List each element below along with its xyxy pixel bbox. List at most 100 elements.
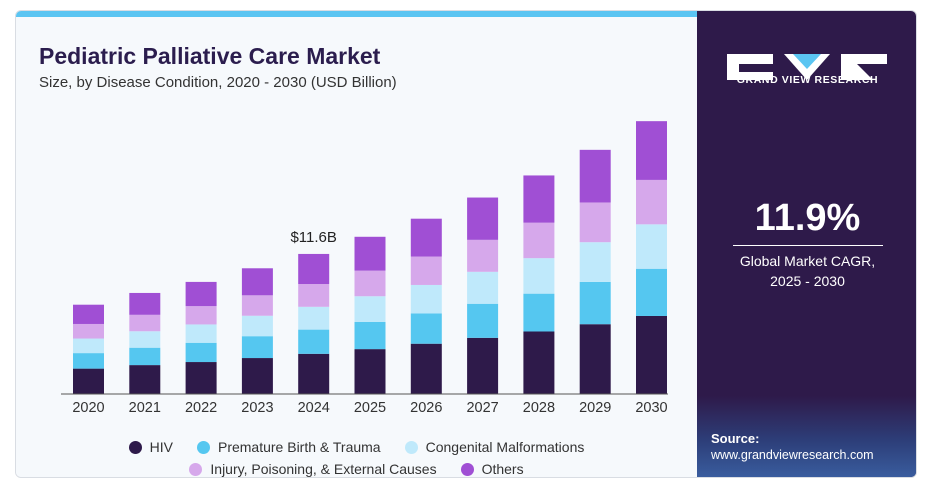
bar-segment-congenital-malformations-2023 (241, 315, 273, 337)
bar-segment-others-2023 (241, 268, 273, 296)
bar-segment-hiv-2021 (129, 365, 161, 394)
bar-segment-hiv-2025 (354, 349, 386, 394)
bar-segment-hiv-2024 (298, 353, 330, 394)
cagr-label: Global Market CAGR, 2025 - 2030 (697, 251, 916, 291)
cagr-label-line2: 2025 - 2030 (770, 273, 845, 289)
x-tick-label-2029: 2029 (579, 400, 611, 416)
bar-segment-premature-birth-trauma-2021 (129, 347, 161, 366)
legend-label-premature-birth-trauma: Premature Birth & Trauma (217, 439, 381, 455)
data-annotation-2024: $11.6B (290, 229, 336, 246)
bar-segment-premature-birth-trauma-2026 (410, 313, 442, 344)
x-tick-label-2028: 2028 (523, 400, 555, 416)
bar-segment-hiv-2022 (185, 362, 217, 394)
source-title: Source: (711, 431, 760, 446)
legend-row-2: Injury, Poisoning, & External Causes Othe… (16, 458, 697, 477)
bar-segment-hiv-2020 (73, 368, 104, 394)
grand-view-research-logo (727, 54, 887, 80)
bar-segment-congenital-malformations-2027 (467, 271, 499, 304)
bar-segment-others-2020 (73, 304, 104, 324)
legend-item-injury-poisoning-external-causes: Injury, Poisoning, & External Causes (189, 461, 437, 477)
bar-segment-injury-poisoning-external-causes-2023 (241, 295, 273, 316)
bar-segment-congenital-malformations-2021 (129, 331, 161, 348)
legend-item-hiv: HIV (128, 439, 173, 455)
bar-segment-congenital-malformations-2030 (636, 224, 667, 269)
bar-segment-hiv-2029 (579, 324, 611, 394)
legend-item-others: Others (460, 461, 524, 477)
x-tick-label-2025: 2025 (354, 400, 386, 416)
bar-segment-congenital-malformations-2022 (185, 324, 217, 343)
bar-segment-injury-poisoning-external-causes-2025 (354, 270, 386, 297)
bar-segment-premature-birth-trauma-2023 (241, 336, 273, 359)
bar-segment-premature-birth-trauma-2028 (523, 293, 555, 332)
legend-swatch-premature-birth-trauma (196, 440, 210, 454)
bar-segment-congenital-malformations-2028 (523, 258, 555, 294)
legend-swatch-others (460, 462, 474, 476)
bar-segment-hiv-2028 (523, 331, 555, 394)
bar-segment-injury-poisoning-external-causes-2029 (579, 202, 611, 243)
bar-segment-others-2025 (354, 236, 386, 271)
bar-segment-premature-birth-trauma-2020 (73, 353, 104, 369)
bar-segment-injury-poisoning-external-causes-2030 (636, 179, 667, 225)
bar-segment-congenital-malformations-2029 (579, 242, 611, 282)
bar-segment-congenital-malformations-2024 (298, 306, 330, 330)
legend-row-1: HIV Premature Birth & Trauma Congenital Ma… (16, 436, 697, 458)
legend-item-congenital-malformations: Congenital Malformations (404, 439, 585, 455)
x-tick-label-2020: 2020 (72, 400, 104, 416)
cagr-label-line1: Global Market CAGR, (739, 253, 876, 269)
bar-segment-premature-birth-trauma-2027 (467, 303, 499, 338)
x-tick-label-2030: 2030 (635, 400, 667, 416)
x-tick-label-2023: 2023 (241, 400, 273, 416)
bar-segment-others-2027 (467, 197, 499, 240)
chart-panel: Pediatric Palliative Care Market Size, b… (16, 17, 697, 477)
x-tick-label-2021: 2021 (129, 400, 161, 416)
bar-segment-injury-poisoning-external-causes-2024 (298, 284, 330, 307)
bar-segment-hiv-2026 (410, 343, 442, 394)
bar-segment-others-2021 (129, 292, 161, 315)
bar-segment-congenital-malformations-2026 (410, 284, 442, 314)
cagr-value: 11.9% (754, 197, 861, 239)
bar-segment-others-2024 (298, 253, 330, 285)
bar-segment-premature-birth-trauma-2024 (298, 329, 330, 354)
bar-segment-premature-birth-trauma-2025 (354, 321, 386, 350)
bar-segment-injury-poisoning-external-causes-2027 (467, 239, 499, 272)
bar-segment-others-2022 (185, 281, 217, 307)
bar-segment-hiv-2027 (467, 337, 499, 394)
bar-segment-hiv-2030 (636, 315, 667, 394)
stacked-bar-chart: 2020 2021 2022 2023 2024 2025 2026 2027 2028 2029… (61, 121, 668, 416)
x-tick-label-2026: 2026 (410, 400, 442, 416)
chart-subtitle: Size, by Disease Condition, 2020 - 2030 … (39, 74, 397, 91)
brand-name: GRAND VIEW RESEARCH (736, 74, 879, 86)
bar-segment-premature-birth-trauma-2029 (579, 281, 611, 325)
bar-segment-premature-birth-trauma-2030 (636, 268, 667, 316)
bar-segment-others-2029 (579, 149, 611, 203)
bar-segment-congenital-malformations-2020 (73, 338, 104, 354)
bar-segment-injury-poisoning-external-causes-2020 (73, 323, 104, 339)
bar-segment-injury-poisoning-external-causes-2028 (523, 222, 555, 259)
bar-segment-others-2028 (523, 175, 555, 223)
chart-card: Pediatric Palliative Care Market Size, b… (15, 10, 917, 478)
legend-label-hiv: HIV (149, 439, 173, 455)
x-tick-label-2024: 2024 (298, 400, 330, 416)
x-tick-label-2022: 2022 (185, 400, 217, 416)
bar-segment-premature-birth-trauma-2022 (185, 342, 217, 363)
chart-legend: HIV Premature Birth & Trauma Congenital Ma… (16, 436, 697, 477)
info-sidebar: GRAND VIEW RESEARCH 11.9% Global Market … (697, 11, 916, 477)
legend-swatch-congenital-malformations (404, 440, 418, 454)
top-accent-bar (16, 11, 697, 17)
legend-item-premature-birth-trauma: Premature Birth & Trauma (196, 439, 381, 455)
bar-segment-others-2026 (410, 218, 442, 257)
chart-title: Pediatric Palliative Care Market (39, 43, 381, 69)
legend-label-others: Others (481, 461, 524, 477)
legend-label-injury-poisoning-external-causes: Injury, Poisoning, & External Causes (210, 461, 437, 477)
bar-segment-injury-poisoning-external-causes-2022 (185, 306, 217, 325)
bar-segment-hiv-2023 (241, 358, 273, 394)
legend-label-congenital-malformations: Congenital Malformations (425, 439, 585, 455)
source-band (697, 396, 916, 477)
bar-segment-others-2030 (636, 121, 667, 180)
bar-segment-injury-poisoning-external-causes-2021 (129, 314, 161, 332)
legend-swatch-injury-poisoning-external-causes (189, 462, 203, 476)
cagr-divider (733, 245, 883, 246)
source-link[interactable]: www.grandviewresearch.com (711, 448, 874, 462)
legend-swatch-hiv (128, 440, 142, 454)
bar-segment-injury-poisoning-external-causes-2026 (410, 256, 442, 285)
